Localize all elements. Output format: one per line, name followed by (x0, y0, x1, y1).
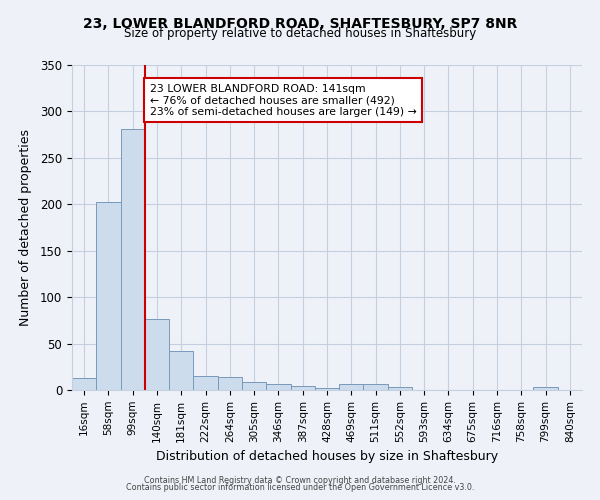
Bar (388, 387, 412, 390)
Bar (121, 129, 145, 390)
Bar (96, 202, 121, 390)
Bar (533, 387, 558, 390)
Text: 23, LOWER BLANDFORD ROAD, SHAFTESBURY, SP7 8NR: 23, LOWER BLANDFORD ROAD, SHAFTESBURY, S… (83, 18, 517, 32)
Bar (72, 378, 96, 390)
Text: Contains HM Land Registry data © Crown copyright and database right 2024.: Contains HM Land Registry data © Crown c… (144, 476, 456, 485)
Bar (266, 384, 290, 390)
Bar (169, 351, 193, 390)
Bar (193, 376, 218, 390)
Bar (315, 388, 339, 390)
Text: 23 LOWER BLANDFORD ROAD: 141sqm
← 76% of detached houses are smaller (492)
23% o: 23 LOWER BLANDFORD ROAD: 141sqm ← 76% of… (150, 84, 416, 117)
Text: Contains public sector information licensed under the Open Government Licence v3: Contains public sector information licen… (126, 484, 474, 492)
Y-axis label: Number of detached properties: Number of detached properties (19, 129, 32, 326)
Bar (339, 384, 364, 390)
Bar (364, 384, 388, 390)
Text: Size of property relative to detached houses in Shaftesbury: Size of property relative to detached ho… (124, 28, 476, 40)
Bar (218, 377, 242, 390)
Bar (290, 386, 315, 390)
Bar (242, 382, 266, 390)
X-axis label: Distribution of detached houses by size in Shaftesbury: Distribution of detached houses by size … (156, 450, 498, 463)
Bar (145, 320, 169, 390)
